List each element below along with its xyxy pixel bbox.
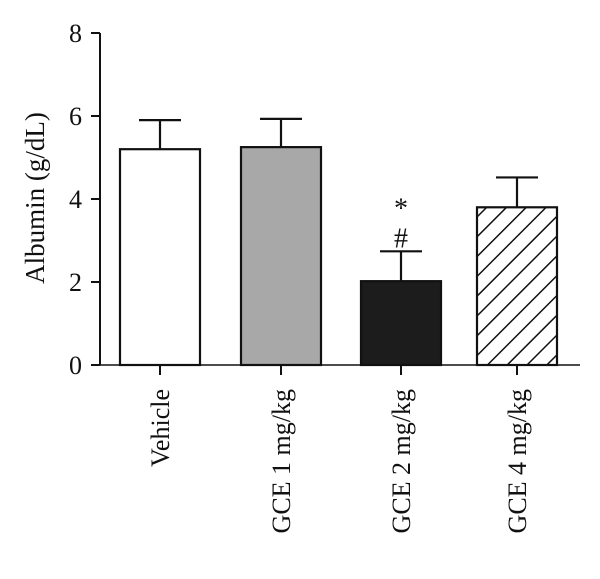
y-axis-title: Albumin (g/dL) — [20, 112, 50, 284]
labels: Vehicle GCE 1 mg/kg GCE 2 mg/kg GCE 4 mg/kg… — [146, 193, 532, 533]
significance-mark: # — [394, 223, 408, 254]
y-tick-label: 0 — [69, 351, 82, 380]
significance-mark: * — [394, 193, 408, 224]
bar — [475, 206, 559, 367]
y-tick-label: 8 — [69, 19, 82, 48]
y-tick-label: 6 — [69, 102, 82, 131]
category-label: GCE 4 mg/kg — [503, 389, 532, 533]
bar — [359, 280, 443, 367]
y-tick-label: 2 — [69, 268, 82, 297]
bar — [239, 146, 323, 367]
bar — [118, 148, 202, 367]
y-tick-label: 4 — [69, 185, 82, 214]
bars — [118, 117, 559, 367]
category-label: GCE 2 mg/kg — [387, 389, 416, 533]
category-label: Vehicle — [146, 389, 175, 467]
category-label: GCE 1 mg/kg — [267, 389, 296, 533]
